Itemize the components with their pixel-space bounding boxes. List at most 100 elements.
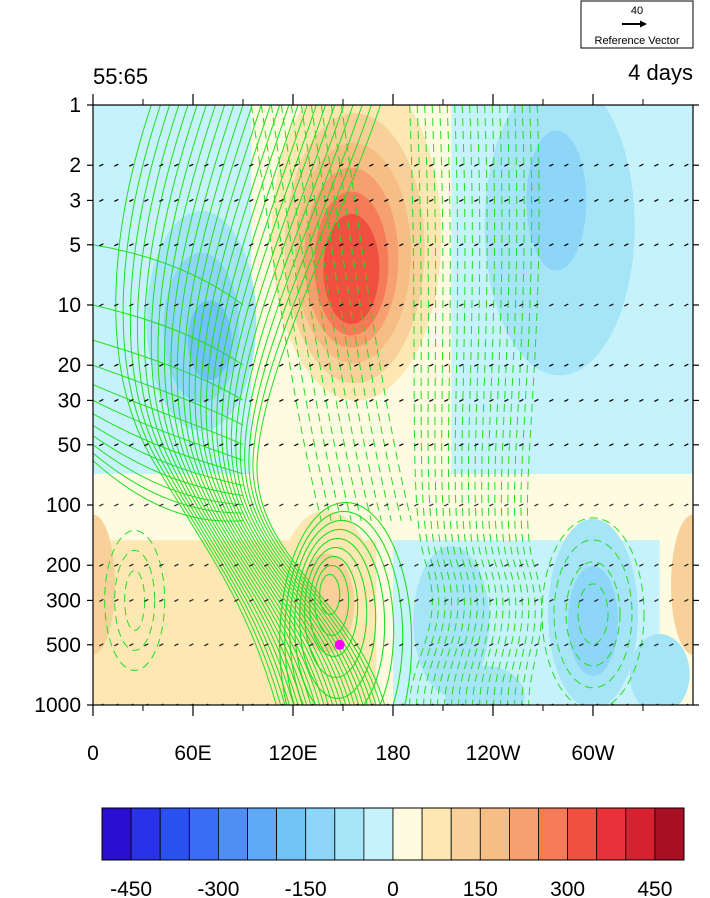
wind-vector [384,398,389,402]
colorbar-label: 150 [463,878,498,898]
y-tick-label: 1 [69,94,81,117]
wind-vector [549,563,554,567]
wind-vector [489,443,494,447]
wind-vector [519,598,524,602]
wind-vector [579,563,584,567]
wind-vector [324,443,329,447]
wind-vector [609,443,614,447]
contour-solid [93,435,244,497]
colorbar-swatch [247,807,278,861]
wind-vector [369,163,374,167]
wind-vector [129,243,134,247]
contour-positive [309,555,359,657]
contour-dashed [451,105,472,705]
wind-vector [234,163,239,167]
wind-vector [174,563,179,567]
contour-solid [129,105,286,705]
contour-solid [93,413,244,475]
colorbar-swatch [334,807,365,861]
wind-vector [144,443,149,447]
wind-vector [219,363,224,367]
contour-dashed [416,105,440,705]
wind-vector [519,243,524,247]
contour-solid [93,424,244,486]
wind-vector [294,443,299,447]
wind-vector [549,243,554,247]
wind-vector [339,443,344,447]
wind-vector [669,398,674,402]
wind-vector [264,398,269,402]
field-blob [93,514,115,655]
wind-vector [174,363,179,367]
wind-vector [279,398,284,402]
contour-dashed [270,105,342,521]
wind-vector [474,503,479,507]
y-tick-label: 300 [46,589,81,612]
wind-vector [489,363,494,367]
wind-vector [474,198,479,202]
wind-vector [219,243,224,247]
wind-vector [639,598,644,602]
colorbar-swatch [188,807,219,861]
wind-vector [684,363,689,367]
wind-vector [609,643,614,647]
wind-vector [624,163,629,167]
wind-vector [339,363,344,367]
contour-solid [93,244,244,306]
wind-vector [399,198,404,202]
wind-vector [309,443,314,447]
wind-vector [294,243,299,247]
wind-vector [354,303,359,307]
wind-vector [144,703,149,705]
wind-vector [219,198,224,202]
wind-vector [549,398,554,402]
wind-vector [369,443,374,447]
wind-vector [144,363,149,367]
wind-vector [669,703,674,705]
wind-vector [639,398,644,402]
wind-vector [339,563,344,567]
wind-vector [534,598,539,602]
wind-vector [384,598,389,602]
wind-vector [624,303,629,307]
wind-vector [189,163,194,167]
contour-solid [93,384,244,446]
wind-vector [99,563,104,567]
wind-vector [99,703,104,705]
wind-vector [444,398,449,402]
field-blob [568,565,618,676]
wind-vector [684,503,689,507]
wind-vector [174,503,179,507]
wind-vectors [99,163,689,705]
colorbar-swatch [625,807,656,861]
wind-vector [444,303,449,307]
wind-vector [159,643,164,647]
wind-vector [549,598,554,602]
wind-vector [624,243,629,247]
wind-vector [204,243,209,247]
wind-vector [204,643,209,647]
wind-vector [264,643,269,647]
wind-vector [459,598,464,602]
wind-vector [519,163,524,167]
wind-vector [504,563,509,567]
wind-vector [624,398,629,402]
wind-vector [519,503,524,507]
wind-vector [174,643,179,647]
wind-vector [114,243,119,247]
wind-vector [204,503,209,507]
contour-dashed [280,105,352,521]
wind-vector [534,303,539,307]
wind-vector [99,443,104,447]
wind-vector [594,443,599,447]
colorbar-label: -300 [197,878,239,898]
wind-vector [519,363,524,367]
wind-vector [279,703,284,705]
wind-vector [99,303,104,307]
wind-vector [309,643,314,647]
wind-vector [234,243,239,247]
wind-vector [489,398,494,402]
wind-vector [324,563,329,567]
wind-vector [459,398,464,402]
field-blob [526,130,587,271]
